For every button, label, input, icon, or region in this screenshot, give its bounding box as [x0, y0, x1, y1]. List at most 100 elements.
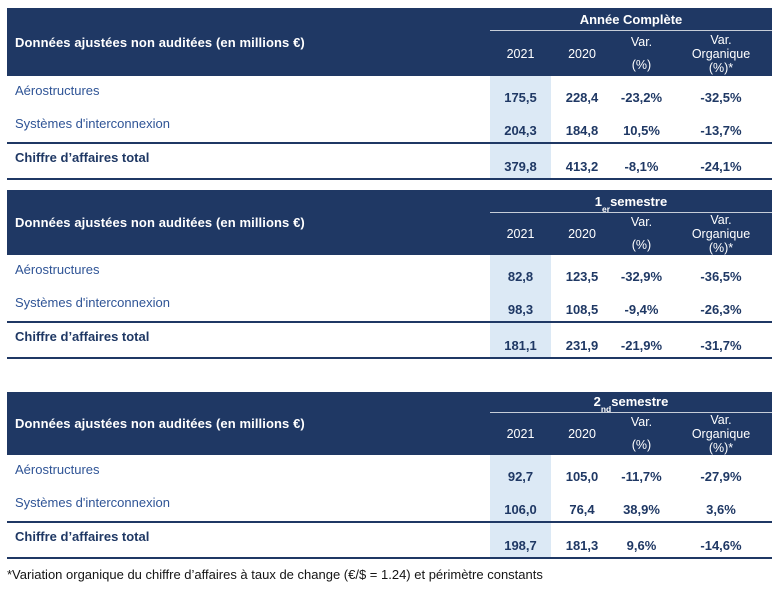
col-header-org-line3: (%)* — [708, 60, 734, 75]
value-var: -11,7% — [621, 469, 662, 484]
table-row-interconnexion: Systèmes d'interconnexion 204,3 184,8 10… — [7, 109, 772, 142]
value-var: -8,1% — [624, 159, 659, 174]
value-var: 9,6% — [626, 538, 657, 553]
value-var-organique: -13,7% — [700, 123, 742, 138]
col-header-2021: 2021 — [506, 46, 535, 61]
value-var: -32,9% — [620, 269, 663, 284]
value-2021: 92,7 — [490, 455, 551, 488]
table-corner-label: Données ajustées non auditées (en millio… — [15, 34, 305, 50]
col-header-2020: 2020 — [568, 227, 596, 241]
value-var-organique: -26,3% — [700, 302, 742, 317]
col-header-var-organique: Var. Organique (%)* — [670, 413, 772, 455]
column-headers: 2021 2020 Var. (%) Var. Organique (%)* — [490, 31, 772, 76]
row-label: Chiffre d’affaires total — [15, 329, 150, 344]
table-header: Données ajustées non auditées (en millio… — [7, 392, 772, 455]
period-num: 1 — [594, 194, 603, 209]
row-label: Chiffre d’affaires total — [15, 150, 150, 165]
value-2021: 175,5 — [490, 76, 551, 109]
value-2020: 108,5 — [565, 302, 599, 317]
table-row-total: Chiffre d’affaires total 379,8 413,2 -8,… — [7, 142, 772, 178]
value-var: 10,5% — [623, 123, 660, 138]
period-name: semestre — [610, 194, 668, 209]
table-annee-complete: Données ajustées non auditées (en millio… — [7, 8, 772, 180]
period-name: semestre — [611, 394, 669, 409]
table-row-interconnexion: Systèmes d'interconnexion 106,0 76,4 38,… — [7, 488, 772, 521]
col-header-var-line1: Var. — [630, 215, 653, 229]
table-2nd-semestre: Données ajustées non auditées (en millio… — [7, 392, 772, 559]
table-row-aerostructures: Aérostructures 175,5 228,4 -23,2% -32,5% — [7, 76, 772, 109]
col-header-var-organique: Var. Organique (%)* — [670, 213, 772, 255]
col-header-var-line2: (%) — [631, 57, 652, 72]
col-header-var-line1: Var. — [630, 34, 653, 49]
value-2020: 76,4 — [569, 502, 595, 517]
value-2020: 123,5 — [565, 269, 599, 284]
col-header-org-line2: Organique — [691, 227, 751, 241]
col-header-org-line1: Var. — [710, 413, 732, 427]
period-title: 1 er semestre — [490, 190, 772, 213]
value-var-organique: -14,6% — [700, 538, 742, 553]
value-var-organique: -32,5% — [700, 90, 742, 105]
col-header-org-line3: (%)* — [708, 441, 734, 455]
row-label: Systèmes d'interconnexion — [15, 295, 170, 310]
row-label: Aérostructures — [15, 462, 100, 477]
row-label: Systèmes d'interconnexion — [15, 495, 170, 510]
value-var-organique: -27,9% — [700, 469, 742, 484]
col-header-2020: 2020 — [568, 46, 596, 61]
table-header: Données ajustées non auditées (en millio… — [7, 190, 772, 255]
col-header-org-line3: (%)* — [708, 241, 734, 255]
col-header-var: Var. (%) — [613, 213, 670, 255]
row-label: Chiffre d’affaires total — [15, 529, 150, 544]
value-2020: 184,8 — [565, 123, 599, 138]
value-2021: 204,3 — [490, 109, 551, 142]
col-header-var-organique: Var. Organique (%)* — [670, 31, 772, 76]
col-header-2021: 2021 — [506, 227, 535, 241]
col-header-var-line2: (%) — [631, 238, 652, 252]
table-1er-semestre: Données ajustées non auditées (en millio… — [7, 190, 772, 359]
table-row-interconnexion: Systèmes d'interconnexion 98,3 108,5 -9,… — [7, 288, 772, 321]
column-headers: 2021 2020 Var. (%) Var. Organique (%)* — [490, 413, 772, 455]
period-name: Année Complète — [579, 12, 683, 27]
value-var: -21,9% — [620, 338, 663, 353]
table-header-right: Année Complète 2021 2020 Var. (%) Var. O… — [490, 8, 772, 76]
table-row-aerostructures: Aérostructures 92,7 105,0 -11,7% -27,9% — [7, 455, 772, 488]
col-header-org-line1: Var. — [710, 32, 732, 47]
value-2021: 181,1 — [490, 323, 551, 357]
value-2020: 105,0 — [565, 469, 599, 484]
value-var-organique: -31,7% — [700, 338, 742, 353]
table-header: Données ajustées non auditées (en millio… — [7, 8, 772, 76]
row-label: Aérostructures — [15, 83, 100, 98]
value-2021: 98,3 — [490, 288, 551, 321]
value-var-organique: -36,5% — [700, 269, 742, 284]
table-corner-label: Données ajustées non auditées (en millio… — [15, 416, 305, 431]
footnote: *Variation organique du chiffre d’affair… — [7, 567, 543, 582]
col-header-org-line2: Organique — [691, 46, 751, 61]
col-header-org-line1: Var. — [710, 213, 732, 227]
value-2020: 228,4 — [565, 90, 599, 105]
table-corner-label: Données ajustées non auditées (en millio… — [15, 215, 305, 230]
value-var: -9,4% — [624, 302, 659, 317]
value-var-organique: 3,6% — [706, 502, 736, 517]
col-header-2020: 2020 — [568, 427, 596, 441]
table-row-aerostructures: Aérostructures 82,8 123,5 -32,9% -36,5% — [7, 255, 772, 288]
table-row-total: Chiffre d’affaires total 181,1 231,9 -21… — [7, 321, 772, 357]
value-var: 38,9% — [623, 502, 660, 517]
value-2020: 181,3 — [565, 538, 599, 553]
row-label: Systèmes d'interconnexion — [15, 116, 170, 131]
table-header-right: 1 er semestre 2021 2020 Var. (%) Var. Org… — [490, 190, 772, 255]
row-label: Aérostructures — [15, 262, 100, 277]
col-header-2021: 2021 — [506, 427, 535, 441]
value-2021: 82,8 — [490, 255, 551, 288]
value-2021: 198,7 — [490, 523, 551, 557]
value-2021: 106,0 — [490, 488, 551, 521]
value-var: -23,2% — [620, 90, 663, 105]
col-header-org-line2: Organique — [691, 427, 751, 441]
column-headers: 2021 2020 Var. (%) Var. Organique (%)* — [490, 213, 772, 255]
value-2021: 379,8 — [490, 144, 551, 178]
col-header-var-line2: (%) — [631, 438, 652, 452]
value-var-organique: -24,1% — [700, 159, 742, 174]
col-header-var: Var. (%) — [613, 31, 670, 76]
table-row-total: Chiffre d’affaires total 198,7 181,3 9,6… — [7, 521, 772, 557]
col-header-var-line1: Var. — [630, 415, 653, 429]
